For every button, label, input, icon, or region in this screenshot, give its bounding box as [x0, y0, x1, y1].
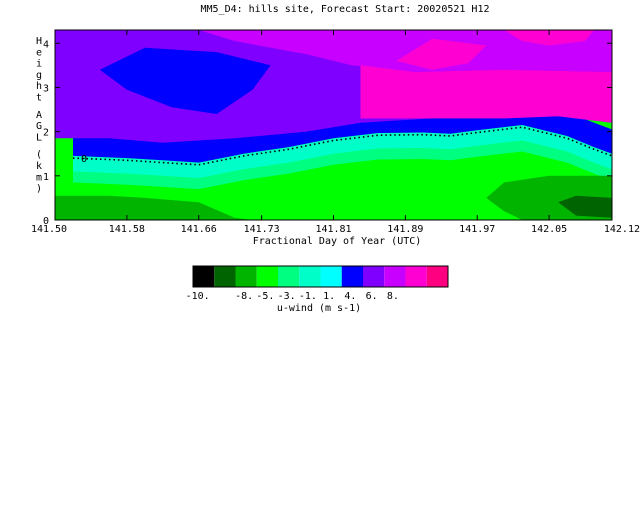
y-axis-label-char: G: [36, 121, 42, 132]
colorbar-swatch: [426, 266, 448, 287]
y-axis-label-char: ): [36, 184, 42, 195]
y-tick-label: 4: [43, 39, 49, 50]
colorbar-swatch: [235, 266, 257, 287]
y-axis-label-char: H: [36, 36, 42, 47]
colorbar-tick-label: 6.: [366, 291, 378, 302]
contour-region-lower-3: [558, 195, 612, 218]
y-tick-label: 1: [43, 172, 49, 183]
colorbar-tick-label: -5.: [256, 291, 274, 302]
y-axis-label-char: A: [36, 110, 42, 121]
contour-region-upper-5: [504, 30, 594, 46]
colorbar-swatch: [256, 266, 278, 287]
y-axis-label-char: g: [36, 70, 42, 81]
contour-region-upper-2: [360, 65, 612, 123]
plot-area: 0 141.50 141.58 141.66 141.73 141.81 141.89 14…: [31, 29, 640, 235]
band-cyan: [73, 125, 612, 178]
colorbar-label: u-wind (m s-1): [277, 303, 361, 314]
colorbar-tick-label: -3.: [278, 291, 296, 302]
y-tick-label: 2: [43, 128, 49, 139]
x-tick-label: 142.05: [531, 224, 567, 235]
y-axis-label-char: (: [36, 150, 42, 161]
y-axis-label-char: k: [36, 161, 42, 172]
colorbar: -10. -8. -5. -3. -1. 1. 4. 6. 8. u-wind (m s-1): [186, 265, 449, 314]
y-axis-label-char: h: [36, 81, 42, 92]
x-tick-label: 141.50: [31, 224, 67, 235]
colorbar-swatch: [341, 266, 363, 287]
colorbar-swatch: [214, 266, 236, 287]
chart-title: MM5_D4: hills site, Forecast Start: 2002…: [201, 4, 490, 15]
contour-region-lower-1: [55, 195, 253, 220]
x-tick-label: 142.12: [604, 224, 640, 235]
colorbar-tick-label: -8.: [235, 291, 253, 302]
y-tick-label: 3: [43, 83, 49, 94]
y-axis-label-char: t: [36, 93, 42, 104]
colorbar-frame: [192, 265, 449, 288]
x-tick-label: 141.66: [181, 224, 217, 235]
colorbar-tick-label: -1.: [299, 291, 317, 302]
zero-contour-label: 0: [81, 154, 87, 165]
colorbar-tick-label: 4.: [344, 291, 356, 302]
y-tick-label: 0: [43, 216, 49, 227]
y-axis-label-char: i: [36, 59, 42, 70]
colorbar-tick-label: -10.: [186, 291, 210, 302]
x-tick-label: 141.97: [459, 224, 495, 235]
x-tick-label: 141.89: [387, 224, 423, 235]
x-axis-label: Fractional Day of Year (UTC): [253, 236, 422, 247]
colorbar-tick-label: 8.: [387, 291, 399, 302]
colorbar-swatch: [299, 266, 321, 287]
x-tick-label: 141.73: [244, 224, 280, 235]
colorbar-swatch: [363, 266, 385, 287]
y-axis-label-char: e: [36, 47, 42, 58]
colorbar-swatch: [278, 266, 300, 287]
contour-region-upper-4: [396, 38, 487, 70]
colorbar-swatch: [405, 266, 427, 287]
x-tick-label: 141.81: [315, 224, 351, 235]
x-tick-label: 141.58: [109, 224, 145, 235]
y-axis-label-char: L: [36, 132, 42, 143]
colorbar-swatch: [193, 266, 215, 287]
colorbar-swatch: [384, 266, 406, 287]
colorbar-tick-label: 1.: [323, 291, 335, 302]
contour-region-upper-1: [198, 30, 612, 72]
colorbar-swatch: [320, 266, 342, 287]
y-axis-label-char: m: [36, 172, 42, 183]
contour-region-upper-3: [99, 47, 271, 115]
